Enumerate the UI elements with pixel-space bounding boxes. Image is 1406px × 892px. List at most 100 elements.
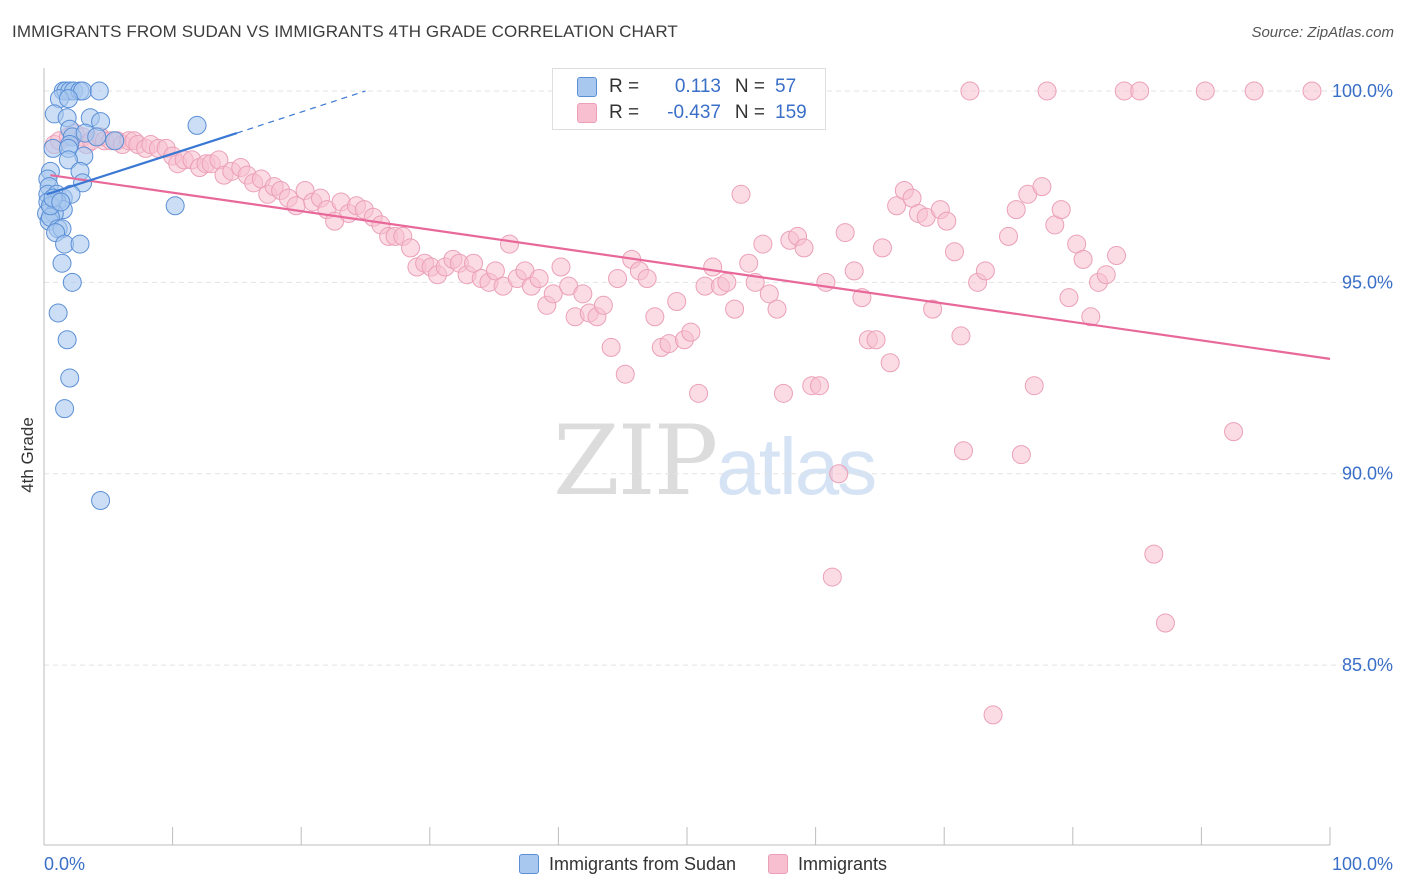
data-point-immigrants	[887, 196, 907, 216]
data-point-immigrants	[1155, 613, 1175, 633]
data-point-immigrants	[844, 261, 864, 281]
x-tick-label: 100.0%	[1332, 854, 1393, 874]
data-point-immigrants	[573, 284, 593, 304]
data-point-immigrants	[593, 295, 613, 315]
data-point-sudan	[57, 330, 77, 350]
data-point-immigrants	[615, 364, 635, 384]
legend-r-label: R =	[609, 76, 640, 97]
data-point-sudan	[58, 89, 78, 109]
data-point-immigrants	[601, 337, 621, 357]
data-point-immigrants	[773, 383, 793, 403]
data-point-immigrants	[608, 269, 628, 289]
data-point-immigrants	[975, 261, 995, 281]
data-point-immigrants	[703, 257, 723, 277]
data-point-immigrants	[689, 383, 709, 403]
data-point-immigrants	[1011, 445, 1031, 465]
data-point-sudan	[60, 368, 80, 388]
data-point-sudan	[87, 127, 107, 147]
data-point-sudan	[91, 491, 111, 511]
legend-item-immigrants[interactable]: Immigrants	[768, 854, 887, 875]
data-point-sudan	[55, 399, 75, 419]
y-tick-label: 90.0%	[1342, 464, 1393, 484]
source-note[interactable]: Source: ZipAtlas.com	[1251, 24, 1394, 41]
data-point-immigrants	[866, 330, 886, 350]
data-point-immigrants	[983, 705, 1003, 725]
series-legend: Immigrants from Sudan Immigrants	[0, 852, 1406, 876]
stats-legend: R = 0.113 N = 57 R = -0.437 N = 159	[552, 68, 826, 130]
legend-n-value: 159	[775, 102, 807, 123]
data-point-immigrants	[1302, 81, 1322, 101]
data-point-immigrants	[485, 261, 505, 281]
data-point-immigrants	[923, 299, 943, 319]
data-point-immigrants	[829, 464, 849, 484]
data-point-immigrants	[739, 253, 759, 273]
data-point-immigrants	[809, 376, 829, 396]
data-point-immigrants	[717, 272, 737, 292]
data-point-immigrants	[1096, 265, 1116, 285]
data-point-immigrants	[835, 223, 855, 243]
legend-swatch-blue	[518, 854, 539, 874]
data-point-immigrants	[1059, 288, 1079, 308]
data-point-sudan	[105, 131, 125, 151]
y-tick-label: 100.0%	[1332, 81, 1393, 101]
trend-line-sudan	[46, 132, 238, 196]
data-point-immigrants	[645, 307, 665, 327]
data-point-immigrants	[944, 242, 964, 262]
legend-n-value: 57	[775, 76, 797, 97]
data-point-immigrants	[500, 234, 520, 254]
data-point-immigrants	[880, 353, 900, 373]
data-point-immigrants	[822, 567, 842, 587]
data-point-immigrants	[1032, 177, 1052, 197]
data-point-immigrants	[1130, 81, 1150, 101]
legend-r-value: 0.113	[674, 76, 721, 97]
legend-swatch-pink	[577, 103, 597, 123]
data-point-immigrants	[767, 299, 787, 319]
data-point-immigrants	[1224, 422, 1244, 442]
data-point-immigrants	[753, 234, 773, 254]
legend-item-label: Immigrants	[798, 853, 888, 874]
data-point-immigrants	[999, 226, 1018, 246]
data-point-sudan	[70, 234, 90, 254]
y-tick-label: 85.0%	[1342, 655, 1393, 675]
data-point-immigrants	[951, 326, 971, 346]
data-point-immigrants	[794, 238, 814, 258]
trend-line-sudan-extension	[236, 90, 366, 134]
data-point-sudan	[62, 272, 82, 292]
legend-r-value: -0.437	[667, 102, 721, 123]
legend-row-sudan: R = 0.113 N = 57	[577, 75, 796, 99]
legend-item-sudan[interactable]: Immigrants from Sudan	[518, 853, 737, 875]
data-point-immigrants	[1081, 307, 1101, 327]
data-point-sudan	[51, 192, 71, 212]
data-point-immigrants	[543, 284, 563, 304]
legend-n-label: N =	[734, 76, 765, 97]
data-point-sudan	[52, 253, 72, 273]
data-point-immigrants	[1037, 81, 1057, 101]
legend-item-label: Immigrants from Sudan	[548, 853, 737, 874]
data-point-immigrants	[960, 81, 980, 101]
data-point-sudan	[89, 81, 109, 101]
data-point-immigrants	[872, 238, 892, 258]
data-point-immigrants	[529, 269, 549, 289]
legend-swatch-blue	[577, 77, 597, 97]
legend-row-immigrants: R = -0.437 N = 159	[577, 101, 807, 125]
data-point-immigrants	[1051, 200, 1071, 220]
data-point-immigrants	[953, 441, 973, 461]
y-tick-label: 95.0%	[1342, 272, 1393, 292]
data-point-immigrants	[1073, 249, 1093, 269]
data-point-immigrants	[759, 284, 779, 304]
data-point-immigrants	[1195, 81, 1215, 101]
data-point-immigrants	[1107, 246, 1127, 266]
data-point-immigrants	[464, 253, 484, 273]
data-point-immigrants	[401, 238, 421, 258]
x-tick-label: 0.0%	[44, 854, 85, 874]
data-point-immigrants	[1244, 81, 1264, 101]
data-point-sudan	[58, 150, 78, 170]
data-point-immigrants	[1024, 376, 1044, 396]
legend-r-label: R =	[609, 102, 640, 123]
data-point-immigrants	[637, 269, 657, 289]
trend-line-immigrants	[50, 174, 1331, 360]
data-point-immigrants	[551, 257, 571, 277]
chart-title: IMMIGRANTS FROM SUDAN VS IMMIGRANTS 4TH …	[12, 22, 678, 41]
data-point-immigrants	[937, 211, 957, 231]
